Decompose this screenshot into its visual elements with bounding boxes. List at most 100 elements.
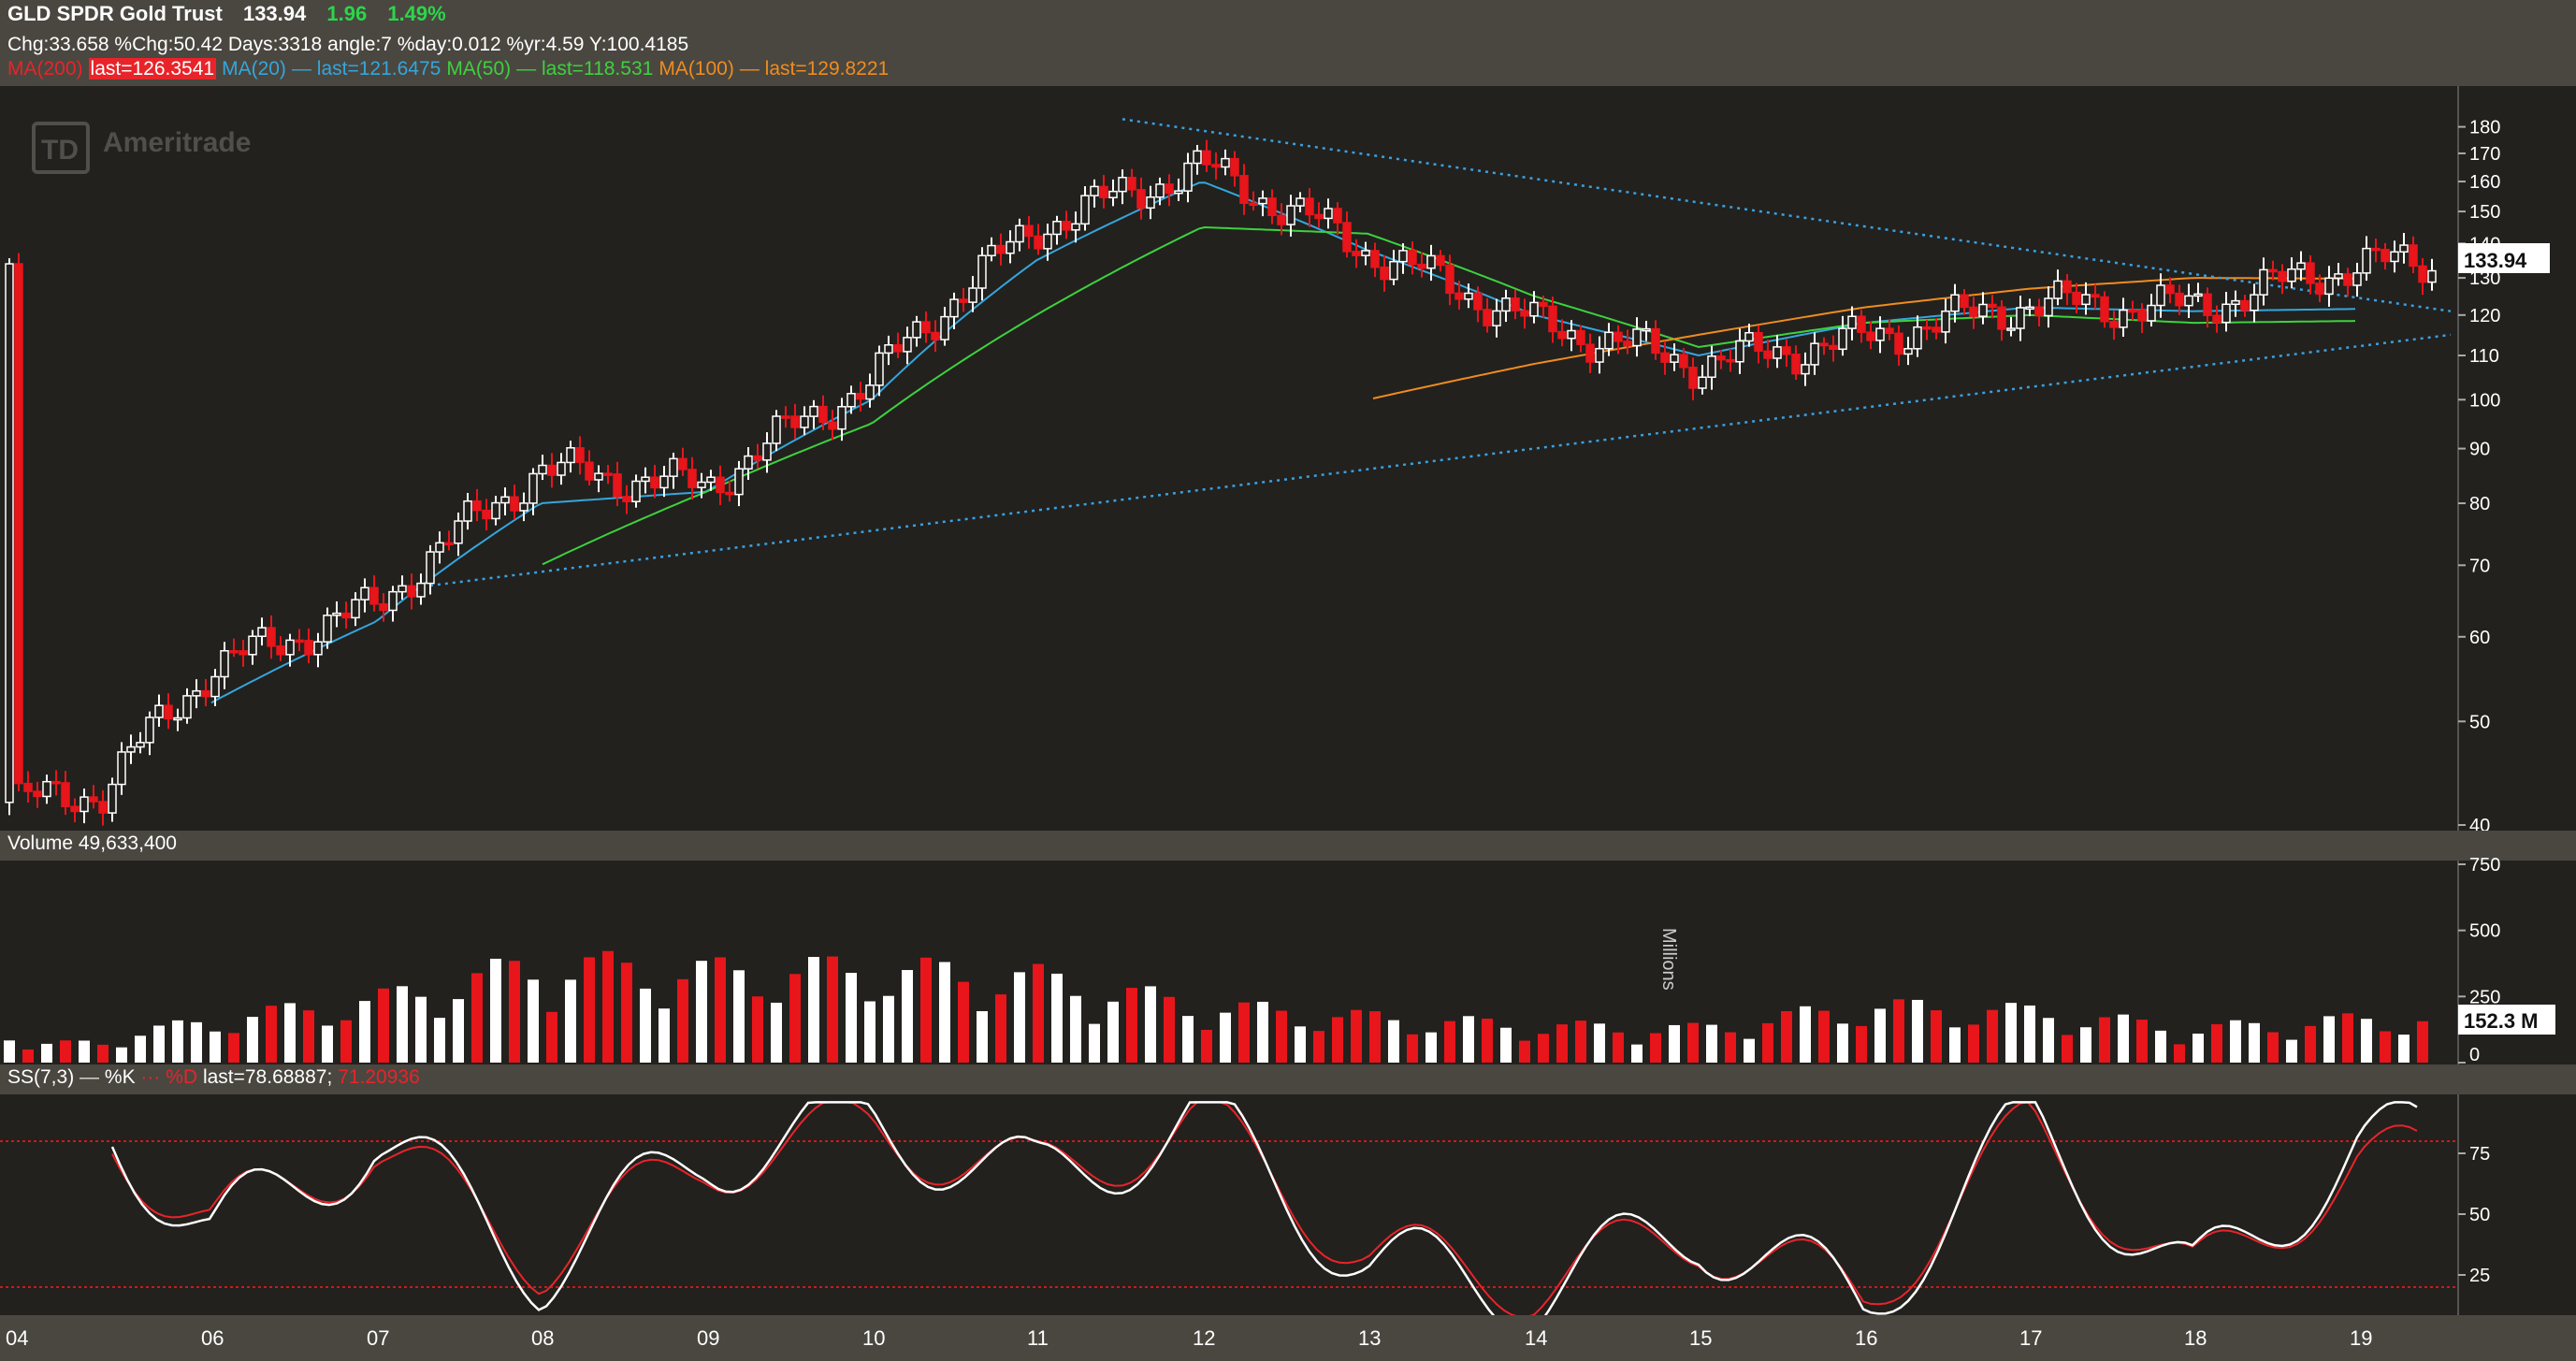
price-candle [1520, 298, 1529, 329]
volume-bar [266, 1006, 277, 1063]
price-candle [1071, 211, 1080, 243]
price-candle [678, 447, 687, 476]
volume-bar [1425, 1032, 1437, 1063]
price-candle [2343, 268, 2352, 297]
price-candle [14, 253, 23, 792]
svg-text:133.94: 133.94 [2464, 249, 2527, 272]
price-candle [285, 633, 295, 667]
volume-bar [116, 1047, 127, 1063]
volume-bar [2342, 1013, 2353, 1063]
volume-bar [1500, 1027, 1512, 1063]
volume-bar [378, 988, 389, 1063]
price-candle [2147, 294, 2156, 327]
volume-bar [1182, 1016, 1194, 1063]
price-candle [1642, 320, 1651, 341]
price-candle [1436, 250, 1445, 272]
price-candle [2278, 264, 2287, 295]
price-candle [781, 406, 790, 428]
volume-bar [528, 979, 539, 1063]
stochastic-last: last=78.68887; [202, 1066, 333, 1088]
price-candle [734, 460, 744, 507]
volume-bar [1706, 1024, 1717, 1063]
price-candle [1146, 185, 1155, 220]
price-candle [1623, 329, 1632, 355]
price-candle [1380, 255, 1389, 292]
volume-bar [1033, 963, 1044, 1063]
price-tick: 70 [2469, 556, 2490, 576]
price-candle [744, 447, 753, 480]
price-candle [940, 307, 949, 346]
volume-bar [1276, 1010, 1287, 1063]
price-candle [1202, 139, 1211, 173]
price-candle [585, 450, 594, 486]
ma-legend-item: last=126.3541 [88, 58, 217, 80]
price-candle [2259, 257, 2268, 306]
volume-bar [1949, 1027, 1961, 1063]
price-candle [1305, 188, 1314, 227]
price-candle [2306, 254, 2315, 295]
time-tick: 06 [201, 1326, 224, 1350]
price-candle [828, 410, 837, 441]
price-candle [416, 573, 426, 605]
volume-bar [191, 1021, 202, 1063]
volume-bar [771, 1002, 782, 1063]
ameritrade-logo: TD Ameritrade [32, 122, 251, 174]
price-candle [89, 785, 98, 809]
price-candle [1183, 152, 1193, 203]
price-candle [1015, 218, 1024, 252]
volume-bar [172, 1020, 183, 1063]
price-candle [1333, 202, 1342, 236]
price-candle [1960, 289, 1969, 315]
price-candle [2390, 240, 2399, 273]
price-candle [1099, 175, 1108, 209]
price-candle [594, 465, 603, 493]
volume-bar [490, 958, 501, 1063]
ma100-line [1372, 277, 2355, 399]
price-candle [2081, 282, 2091, 315]
stochastic-last-d: 71.20936 [338, 1066, 420, 1088]
price-candle [276, 636, 285, 661]
price-candle [379, 593, 388, 622]
volume-chart[interactable]: 750 500 250 0 Millions 152.3 M [0, 831, 2576, 1065]
price-candle [557, 453, 566, 485]
price-candle [257, 617, 267, 646]
stochastic-chart[interactable]: 75 50 25 [0, 1064, 2576, 1327]
volume-bar [1407, 1034, 1418, 1063]
time-tick: 15 [1689, 1326, 1712, 1350]
price-candle [1829, 335, 1838, 362]
volume-bar [1800, 1006, 1811, 1063]
volume-bar [602, 950, 614, 1063]
volume-bar [1762, 1022, 1773, 1063]
volume-bar [2230, 1020, 2241, 1063]
price-candle [1389, 250, 1398, 285]
volume-bar [789, 974, 801, 1063]
price-candle [931, 320, 940, 353]
price-candle [1352, 239, 1361, 268]
price-candle [42, 775, 51, 804]
price-tick: 160 [2469, 172, 2500, 193]
price-candle [2044, 286, 2053, 328]
price-candle [2193, 282, 2203, 302]
price-chart[interactable]: TD Ameritrade 18017016015014013012011010… [0, 86, 2576, 836]
volume-bar [2136, 1020, 2148, 1063]
volume-bar [920, 957, 932, 1063]
price-candle [1090, 179, 1099, 208]
volume-bar [1014, 972, 1025, 1063]
volume-bar [22, 1049, 34, 1063]
volume-bar [1107, 1001, 1119, 1063]
price-candle [1847, 306, 1857, 340]
price-candle [547, 453, 557, 488]
price-candle [1773, 335, 1782, 369]
volume-bar [397, 986, 408, 1063]
time-tick: 12 [1193, 1326, 1215, 1350]
volume-pane[interactable]: 750 500 250 0 Millions 152.3 M Volume 49,63… [0, 831, 2576, 1065]
price-candle [126, 734, 136, 764]
volume-bar [97, 1044, 109, 1063]
volume-bar [1669, 1024, 1680, 1063]
price-pane[interactable]: TD Ameritrade 18017016015014013012011010… [0, 86, 2576, 836]
price-candle [2315, 274, 2324, 303]
price-candle [1492, 298, 1501, 338]
stochastic-pane[interactable]: 75 50 25 SS(7,3) — %K ··· %D last=78.68887… [0, 1064, 2576, 1327]
price-candle [800, 406, 809, 436]
price-candle [1969, 297, 1978, 329]
